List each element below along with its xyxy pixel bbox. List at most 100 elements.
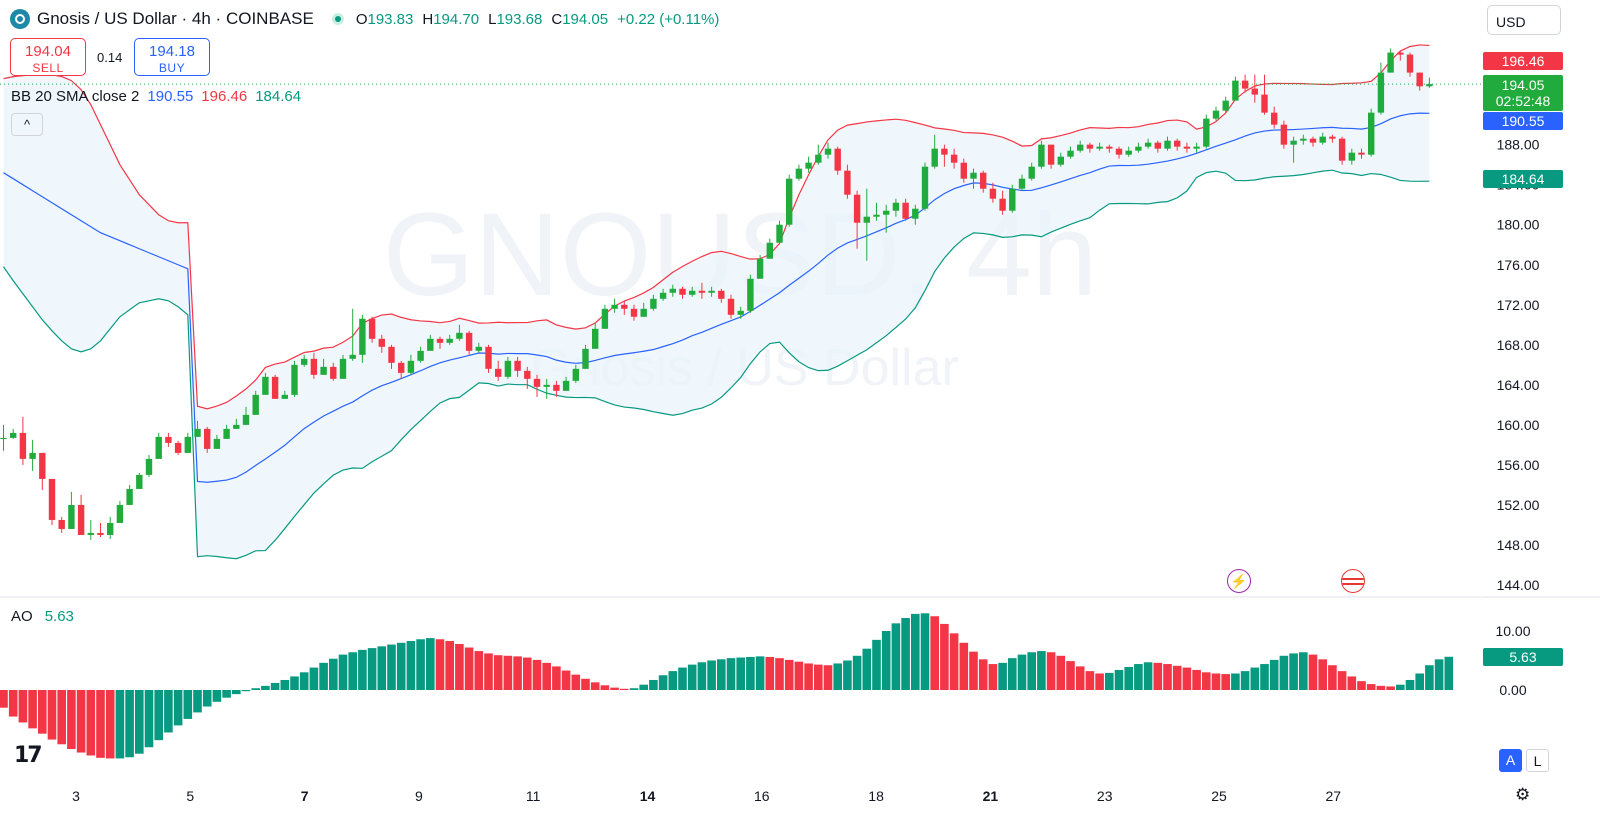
candle-body <box>1077 144 1084 151</box>
buy-button[interactable]: 194.18 BUY <box>134 38 210 76</box>
candle-body <box>1135 146 1142 151</box>
bb-upper-value: 196.46 <box>201 88 248 105</box>
bb-band-fill <box>3 44 1430 559</box>
candle-body <box>155 436 162 459</box>
ao-bar <box>1405 679 1415 690</box>
candle-body <box>252 394 259 415</box>
candle-body <box>892 202 900 211</box>
ao-legend[interactable]: AO 5.63 <box>11 608 74 625</box>
candle-body <box>1406 54 1414 73</box>
candle-body <box>805 162 812 169</box>
candle-body <box>1358 152 1365 155</box>
candle-body <box>1193 146 1200 149</box>
tradingview-logo[interactable]: 17 <box>14 743 43 768</box>
ao-bar <box>1095 673 1104 690</box>
close-value: 194.05 <box>562 10 609 28</box>
symbol-title[interactable]: Gnosis / US Dollar · 4h · COINBASE <box>37 9 314 28</box>
ao-bar <box>1250 667 1260 690</box>
bb-lower-price-label-text: 184.64 <box>1502 171 1545 187</box>
candle-body <box>145 458 153 475</box>
ao-bar <box>1182 667 1192 690</box>
candle-body <box>1348 152 1355 161</box>
candle-body <box>795 168 803 179</box>
ao-bar <box>1027 652 1036 690</box>
ao-bar <box>697 662 707 690</box>
candle-body <box>1096 146 1103 149</box>
bb-upper-price-label-bg <box>1483 52 1563 70</box>
candle-body <box>630 308 638 317</box>
bb-upper-line <box>3 44 1430 410</box>
ao-bar <box>290 676 299 690</box>
candle-body <box>456 332 463 339</box>
price-tick-label: 160.00 <box>1497 417 1540 433</box>
last-price-label-text: 194.05 <box>1502 77 1545 93</box>
candle-body <box>475 346 482 351</box>
collapse-legend-button[interactable]: ^ <box>11 113 43 136</box>
candle-body <box>1203 118 1210 147</box>
ao-bar <box>183 690 193 719</box>
currency-select[interactable]: USD <box>1487 5 1561 35</box>
ao-bar <box>1153 662 1163 690</box>
candle-body <box>1164 140 1171 149</box>
ao-bar <box>154 690 163 741</box>
candle-body <box>213 438 221 449</box>
ao-bar <box>833 663 842 690</box>
time-tick-label: 25 <box>1211 788 1227 804</box>
ao-bar <box>1221 674 1230 690</box>
ao-tick-label: 10.00 <box>1495 623 1530 639</box>
time-tick-label: 11 <box>526 788 541 804</box>
ao-bar <box>687 664 697 690</box>
candle-body <box>1397 52 1404 55</box>
ao-bar <box>746 656 755 690</box>
ao-bar <box>581 678 590 690</box>
bb-basis-value: 190.55 <box>147 88 194 105</box>
candle-body <box>407 360 415 373</box>
candle-body <box>339 358 347 379</box>
ohlc-values: O193.83 H194.70 L193.68 C194.05 +0.22 (+… <box>356 11 720 28</box>
ao-bar <box>125 690 134 758</box>
price-tick-label: 180.00 <box>1497 217 1540 233</box>
bb-legend[interactable]: BB 20 SMA close 2 190.55 196.46 184.64 <box>11 88 301 105</box>
ao-bar <box>1124 666 1133 690</box>
ao-bar <box>542 662 551 690</box>
candle-body <box>786 178 793 225</box>
candle-body <box>980 172 987 189</box>
ao-bar <box>8 690 18 717</box>
ao-bar <box>173 690 183 726</box>
candle-body <box>553 384 560 391</box>
ao-bar <box>1056 655 1066 690</box>
log-scale-button[interactable]: L <box>1526 749 1549 772</box>
ao-bar <box>484 653 493 690</box>
candle-body <box>1241 80 1249 89</box>
candle-body <box>1290 140 1297 145</box>
candle-body <box>1038 144 1045 167</box>
ao-bar <box>629 688 639 690</box>
auto-scale-button[interactable]: A <box>1499 749 1522 772</box>
ao-bar <box>47 690 57 740</box>
candle-body <box>1047 144 1055 165</box>
ao-bar <box>1017 654 1027 690</box>
open-key: O <box>355 10 368 28</box>
candle-body <box>912 208 919 219</box>
sell-button[interactable]: 194.04 SELL <box>10 38 86 76</box>
ao-tick-label: 0.00 <box>1499 682 1526 698</box>
ao-bar <box>1308 654 1318 690</box>
ao-bar <box>1318 659 1327 690</box>
event-flash-icon[interactable]: ⚡ <box>1227 569 1251 593</box>
ao-bar <box>881 631 891 690</box>
candle-body <box>766 242 773 259</box>
price-tick-label: 164.00 <box>1497 377 1540 393</box>
us-flag-event-icon[interactable] <box>1341 569 1365 593</box>
candle-body <box>592 328 599 349</box>
settings-gear-icon[interactable]: ⚙ <box>1515 785 1531 804</box>
candle-body <box>960 162 967 179</box>
candle-body <box>1028 166 1035 179</box>
candle-body <box>1125 150 1132 155</box>
last-price-label-bg <box>1483 75 1563 111</box>
chevron-up-icon: ^ <box>23 117 31 132</box>
candle-body <box>116 504 124 523</box>
candle-body <box>1067 150 1074 157</box>
candle-body <box>504 360 512 377</box>
candle-body <box>485 346 492 369</box>
